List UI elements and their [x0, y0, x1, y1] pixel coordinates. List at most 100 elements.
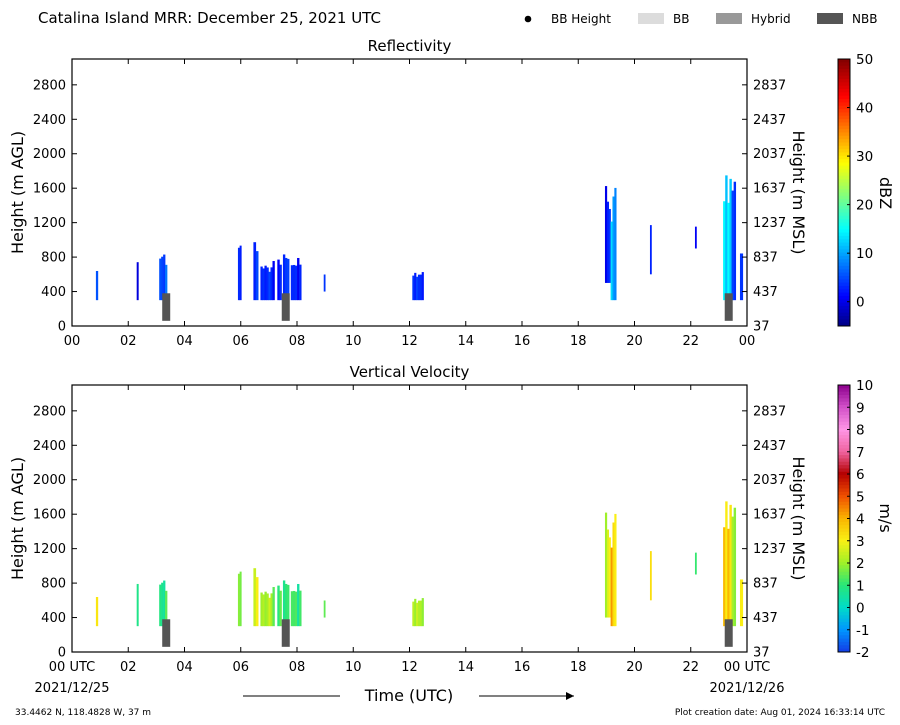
echo-cell — [733, 507, 737, 627]
legend-label: Hybrid — [751, 12, 791, 26]
colorbar-tick-label: 7 — [856, 445, 865, 461]
colorbar-cell — [838, 468, 850, 473]
colorbar-cell — [838, 272, 850, 277]
echo-cell — [268, 271, 271, 301]
y2-tick-label: 837 — [753, 251, 778, 266]
x-tick-label: 02 — [120, 660, 137, 675]
x-tick-label: 10 — [345, 334, 362, 349]
echo-cell — [165, 590, 168, 627]
y2-tick-label: 2037 — [753, 473, 786, 488]
colorbar-cell — [838, 269, 850, 274]
colorbar-tick-label: 1 — [856, 578, 865, 594]
echo-cell — [292, 264, 296, 301]
echo-column — [237, 571, 242, 627]
x-tick-label: 20 — [626, 660, 643, 675]
colorbar-cell — [838, 445, 850, 449]
colorbar-cell — [838, 185, 850, 190]
echo-cell — [239, 245, 242, 301]
y-axis-label: Height (m AGL) — [8, 457, 27, 580]
colorbar-cell — [838, 305, 850, 310]
colorbar-cell — [838, 415, 850, 419]
colorbar-cell — [838, 132, 850, 137]
y-tick-label: 1200 — [33, 216, 66, 231]
echo-cell — [294, 591, 298, 627]
colorbar-cell — [838, 548, 850, 553]
echo-cell — [604, 186, 608, 283]
colorbar-cell — [838, 169, 850, 173]
echo-column — [277, 259, 282, 301]
colorbar-cell — [838, 498, 850, 503]
colorbar-cell — [838, 488, 850, 493]
echo-cell — [694, 552, 697, 575]
colorbar-cell — [838, 625, 850, 630]
echo-cell — [729, 178, 732, 301]
colorbar-tick-label: 50 — [856, 52, 873, 68]
colorbar-cell — [838, 89, 850, 93]
echo-cell — [299, 590, 302, 627]
y2-tick-label: 437 — [753, 611, 778, 626]
echo-cell — [729, 504, 732, 627]
colorbar-cell — [838, 232, 850, 237]
echo-cell — [323, 600, 326, 618]
y-tick-label: 2800 — [33, 404, 66, 419]
y2-tick-label: 1237 — [753, 542, 786, 557]
x-tick-label: 00 — [739, 334, 756, 349]
echo-cell — [731, 516, 734, 627]
echo-cell — [606, 201, 610, 283]
legend: BB Height BB Hybrid NBB — [524, 12, 877, 26]
colorbar-cell — [838, 475, 850, 479]
echo-cell — [723, 201, 726, 301]
echo-column — [290, 257, 302, 301]
x-tick-label: 22 — [682, 660, 699, 675]
colorbar-cell — [838, 192, 850, 197]
y-tick-label: 2000 — [33, 473, 66, 488]
colorbar-cell — [838, 72, 850, 77]
y2-tick-label: 37 — [753, 646, 770, 661]
colorbar-cell — [838, 511, 850, 516]
colorbar-cell — [838, 182, 850, 187]
echo-column — [136, 583, 139, 627]
echo-cell — [279, 264, 282, 301]
colorbar-frame — [837, 58, 851, 327]
echo-cell — [739, 253, 744, 301]
colorbar-cell — [838, 239, 850, 244]
colorbar-cell — [838, 315, 850, 320]
colorbar-cell — [838, 122, 850, 127]
colorbar-cell — [838, 385, 850, 389]
colorbar-cell — [838, 295, 850, 300]
colorbar-cell — [838, 202, 850, 207]
echo-column — [694, 552, 697, 575]
colorbar-tick-label: 9 — [856, 400, 865, 416]
y-tick-label: 2400 — [33, 439, 66, 454]
echo-column — [282, 254, 290, 301]
legend-label: BB — [673, 12, 689, 26]
echo-cell — [606, 529, 610, 618]
colorbar-cell — [838, 255, 850, 260]
colorbar-cell — [838, 518, 850, 523]
colorbar-cell — [838, 79, 850, 83]
colorbar-tick-label: 10 — [856, 246, 873, 262]
colorbar-cell — [838, 119, 850, 123]
y-tick-label: 1600 — [33, 508, 66, 523]
colorbar-cell — [838, 172, 850, 177]
echo-cell — [277, 259, 280, 301]
colorbar-label: m/s — [876, 503, 895, 532]
echo-column — [604, 512, 611, 618]
colorbar-cell — [838, 425, 850, 429]
colorbar-cell — [838, 441, 850, 446]
colorbar-tick-label: 4 — [856, 512, 865, 528]
y-tick-label: 1200 — [33, 542, 66, 557]
colorbar-cell — [838, 205, 850, 210]
colorbar-cell — [838, 319, 850, 324]
colorbar-cell — [838, 112, 850, 117]
echo-column — [290, 583, 302, 627]
echo-cell — [163, 254, 166, 301]
echo-column — [649, 551, 652, 601]
echo-cell — [297, 257, 300, 301]
echo-cell — [165, 264, 168, 301]
colorbar-tick-label: 6 — [856, 467, 865, 483]
echo-cell — [255, 251, 259, 301]
colorbar-cell — [838, 322, 850, 327]
